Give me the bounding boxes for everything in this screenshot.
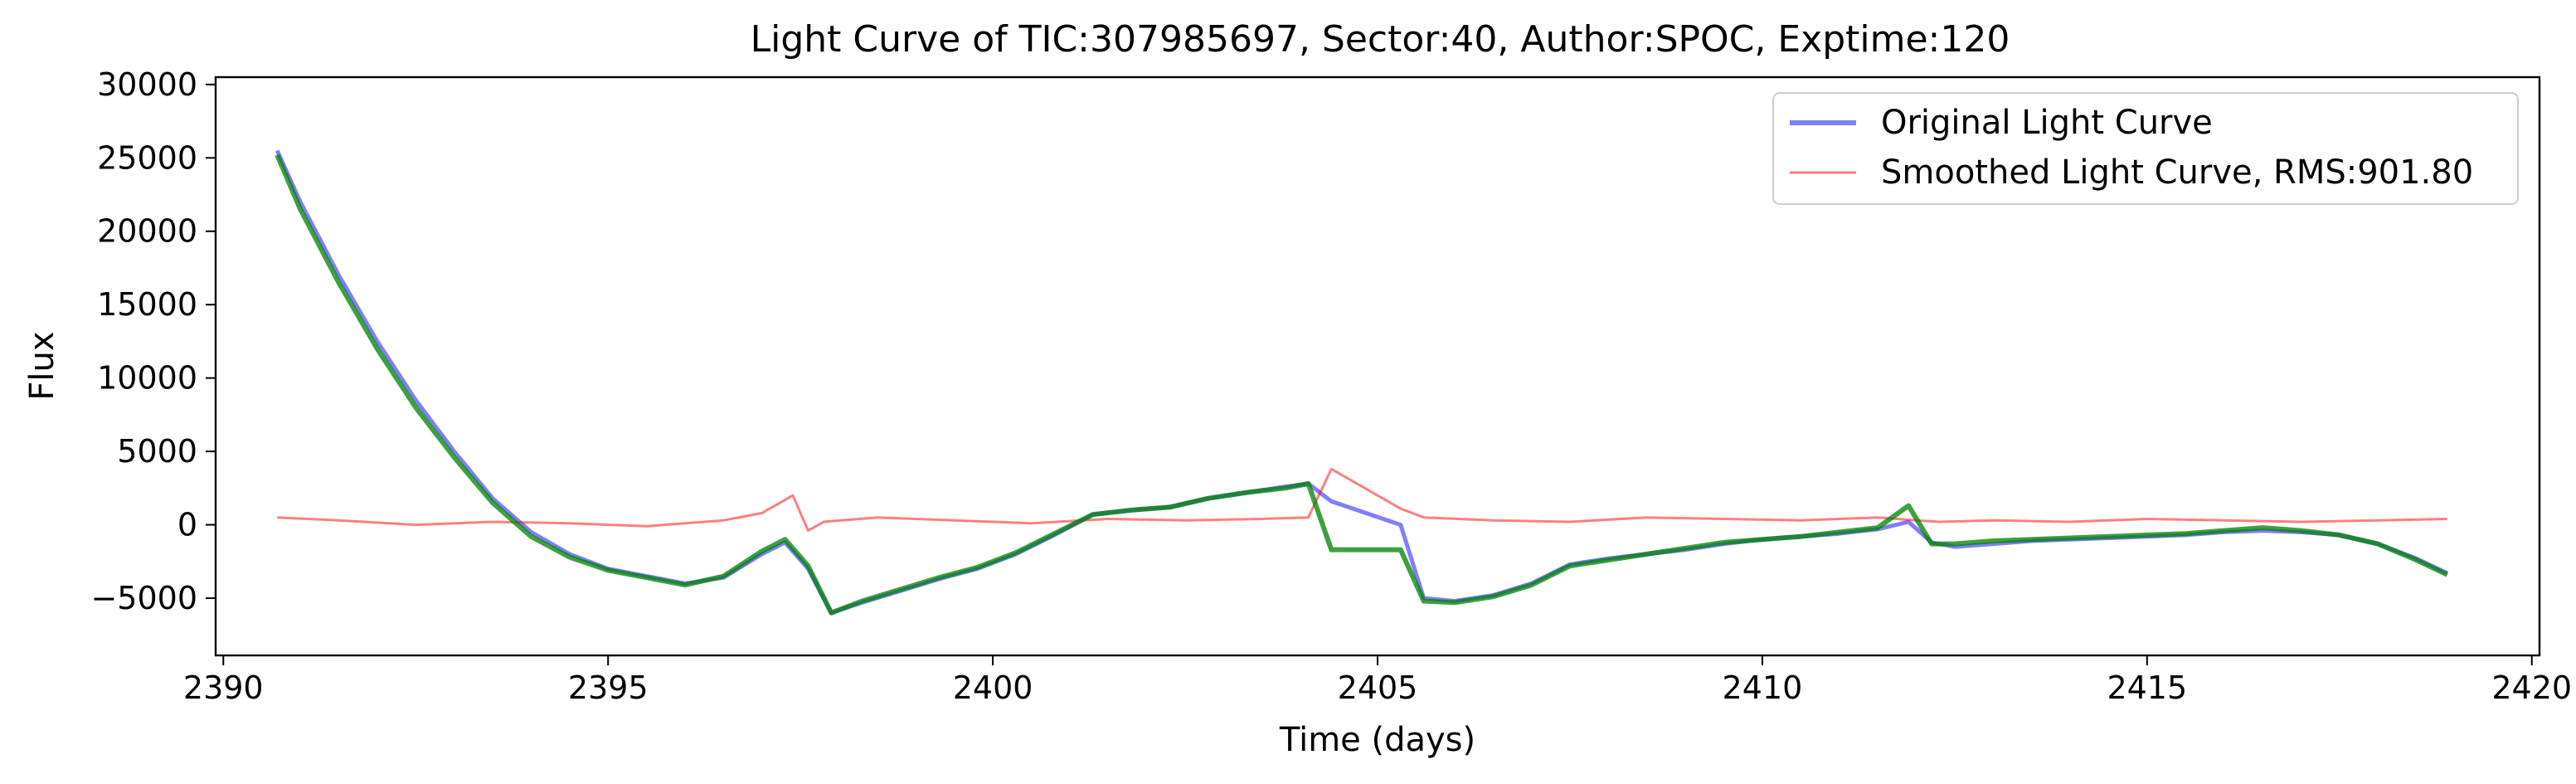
x-tick-label: 2410: [1723, 670, 1803, 706]
x-tick-label: 2415: [2107, 670, 2187, 706]
y-tick-label: 0: [177, 507, 197, 543]
x-tick-label: 2405: [1338, 670, 1418, 706]
chart-title: Light Curve of TIC:307985697, Sector:40,…: [751, 18, 2010, 61]
legend-label-original: Original Light Curve: [1881, 104, 2213, 142]
x-axis-ticks: 2390 2395 2400 2405 2410 2415 2420: [183, 655, 2572, 706]
x-tick-label: 2420: [2491, 670, 2572, 706]
y-tick-label: 5000: [117, 433, 197, 470]
y-tick-label: 30000: [97, 66, 197, 103]
y-axis-ticks: −5000 0 5000 10000 15000 20000 25000 30000: [90, 66, 216, 616]
x-axis-label: Time (days): [1279, 721, 1475, 759]
y-tick-label: 20000: [97, 213, 197, 250]
legend-label-smoothed: Smoothed Light Curve, RMS:901.80: [1881, 153, 2473, 192]
series-line-original: [275, 149, 2448, 616]
legend: Original Light Curve Smoothed Light Curv…: [1772, 92, 2519, 205]
x-tick-label: 2390: [183, 670, 264, 706]
y-tick-label: −5000: [90, 580, 197, 616]
y-tick-label: 15000: [97, 286, 197, 323]
series-layer: [275, 149, 2448, 616]
series-line-trend: [275, 153, 2448, 616]
y-axis-label: Flux: [23, 331, 61, 400]
x-tick-label: 2395: [568, 670, 649, 706]
x-tick-label: 2400: [953, 670, 1033, 706]
legend-frame: [1772, 92, 2519, 205]
y-tick-label: 10000: [97, 360, 197, 397]
series-line-smoothed: [277, 467, 2447, 533]
y-tick-label: 25000: [97, 139, 197, 176]
